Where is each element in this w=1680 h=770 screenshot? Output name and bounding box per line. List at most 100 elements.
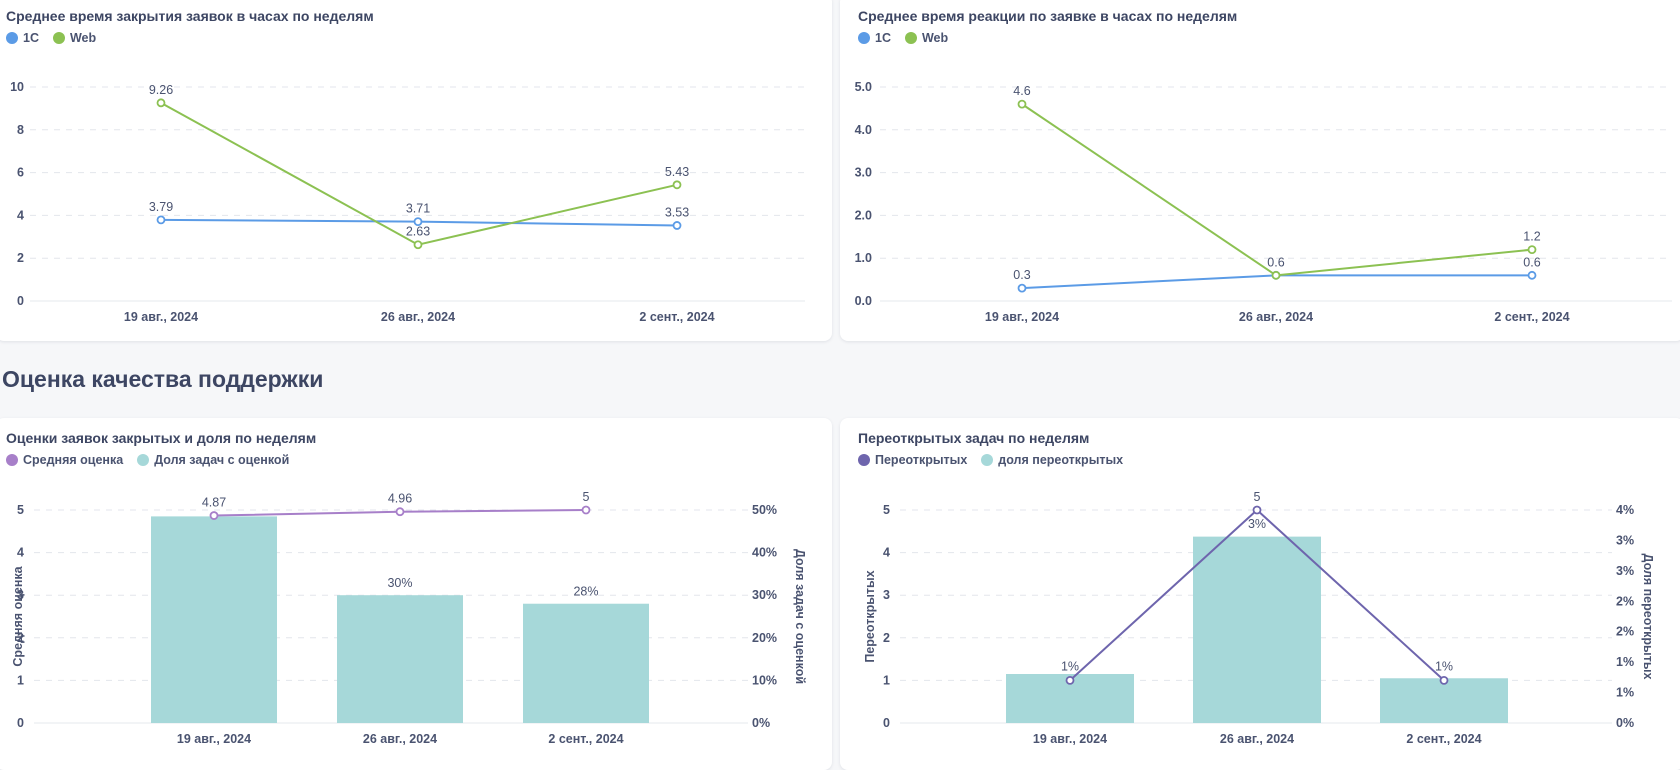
- y-tick-label: 0.0: [855, 294, 872, 308]
- data-point: [1065, 676, 1075, 685]
- y-tick-label: 3: [17, 588, 24, 602]
- y-axis-title: Средняя оценка: [11, 565, 25, 666]
- y2-axis-title: Доля переоткрытых: [1641, 554, 1655, 680]
- y-tick-label: 4.0: [855, 123, 872, 137]
- section-title: Оценка качества поддержки: [2, 366, 324, 392]
- y-tick-label: 0: [17, 294, 24, 308]
- bar-data-label: 28%: [573, 585, 598, 599]
- line-data-label: 5: [583, 490, 590, 504]
- y2-tick-label: 10%: [752, 673, 777, 687]
- legend-label: Web: [69, 31, 97, 45]
- x-tick-label: 26 авг., 2024: [363, 732, 437, 746]
- y-tick-label: 1: [17, 673, 24, 687]
- data-label: 0.6: [1267, 255, 1284, 269]
- y-tick-label: 2: [17, 251, 24, 265]
- legend-item-reopened[interactable]: Переоткрытых: [858, 453, 967, 467]
- data-label: 2.63: [406, 225, 430, 239]
- data-point: [672, 180, 682, 190]
- chart-legend: Средняя оценка Доля задач с оценкой: [6, 453, 289, 467]
- legend-dot-icon: [6, 454, 18, 466]
- data-point: [1017, 283, 1027, 293]
- data-label: 9.26: [149, 83, 173, 97]
- x-tick-label: 26 авг., 2024: [1220, 732, 1294, 746]
- line-data-label: 4.87: [202, 496, 226, 510]
- y-tick-label: 0: [17, 716, 24, 730]
- y-tick-label: 3: [883, 588, 890, 602]
- chart-legend: 1C Web: [858, 31, 948, 45]
- data-label: 3.71: [406, 202, 430, 216]
- y-axis-title: Переоткрытых: [863, 570, 877, 662]
- y-tick-label: 1.0: [855, 251, 872, 265]
- data-point: [581, 505, 591, 515]
- x-tick-label: 19 авг., 2024: [177, 732, 251, 746]
- data-label: 0.6: [1523, 255, 1540, 269]
- x-tick-label: 19 авг., 2024: [985, 310, 1059, 324]
- x-tick-label: 19 авг., 2024: [1033, 732, 1107, 746]
- x-tick-label: 2 сент., 2024: [1406, 732, 1481, 746]
- data-point: [413, 240, 423, 250]
- data-point: [1017, 99, 1027, 109]
- legend-label: 1C: [875, 31, 891, 45]
- chart-card-reaction-time: Среднее время реакции по заявке в часах …: [840, 0, 1680, 341]
- bar-data-label: 30%: [387, 576, 412, 590]
- data-label: 4.6: [1013, 84, 1030, 98]
- data-label: 3.79: [149, 200, 173, 214]
- y2-tick-label: 30%: [752, 588, 777, 602]
- y-tick-label: 4: [17, 208, 24, 222]
- data-point: [156, 98, 166, 108]
- legend-item-rated-share[interactable]: Доля задач с оценкой: [137, 453, 289, 467]
- y-tick-label: 4: [17, 546, 24, 560]
- y-tick-label: 5.0: [855, 80, 872, 94]
- data-point: [413, 217, 423, 227]
- y-tick-label: 1: [883, 673, 890, 687]
- y-tick-label: 5: [17, 503, 24, 517]
- y2-tick-label: 0%: [752, 716, 770, 730]
- y2-tick-label: 40%: [752, 546, 777, 560]
- legend-dot-icon: [858, 32, 870, 44]
- data-point: [1527, 245, 1537, 255]
- legend-item-web[interactable]: Web: [52, 31, 97, 45]
- bar: [523, 603, 649, 723]
- y2-axis-title: Доля задач с оценкой: [793, 549, 807, 684]
- data-point: [672, 221, 682, 230]
- y2-tick-label: 1%: [1616, 655, 1634, 669]
- legend-item-1c[interactable]: 1C: [858, 31, 891, 45]
- y-tick-label: 2: [17, 631, 24, 645]
- y-tick-label: 5: [883, 503, 890, 517]
- y-tick-label: 10: [10, 80, 24, 94]
- y2-tick-label: 2%: [1616, 625, 1634, 639]
- y-tick-label: 4: [883, 546, 890, 560]
- x-tick-label: 2 сент., 2024: [639, 310, 714, 324]
- x-tick-label: 19 авг., 2024: [124, 310, 198, 324]
- chart-title: Оценки заявок закрытых и доля по неделям: [6, 430, 317, 446]
- y2-tick-label: 20%: [752, 631, 777, 645]
- legend-item-web[interactable]: Web: [904, 31, 948, 45]
- chart-title: Среднее время реакции по заявке в часах …: [858, 8, 1238, 24]
- bar: [1380, 678, 1508, 723]
- legend-dot-icon: [981, 454, 994, 466]
- y2-tick-label: 2%: [1616, 594, 1634, 608]
- bar-data-label: 3%: [1248, 517, 1266, 531]
- legend-label: 1C: [23, 31, 39, 45]
- legend-item-reopened-share[interactable]: доля переоткрытых: [981, 453, 1123, 467]
- data-point: [209, 511, 219, 520]
- data-point: [1271, 270, 1281, 280]
- y2-tick-label: 4%: [1616, 503, 1634, 517]
- legend-item-1c[interactable]: 1C: [6, 31, 39, 45]
- x-tick-label: 26 авг., 2024: [1239, 310, 1313, 324]
- y2-tick-label: 50%: [752, 503, 777, 517]
- y2-tick-label: 3%: [1616, 533, 1634, 547]
- bar-data-label: 1%: [1061, 659, 1079, 673]
- legend-dot-icon: [6, 32, 18, 44]
- data-point: [156, 215, 166, 225]
- data-point: [1527, 270, 1537, 280]
- chart-title: Среднее время закрытия заявок в часах по…: [6, 8, 374, 24]
- y-tick-label: 8: [17, 123, 24, 137]
- bar: [1193, 536, 1321, 723]
- y-tick-label: 0: [883, 716, 890, 730]
- y2-tick-label: 3%: [1616, 564, 1634, 578]
- legend-item-avg-rating[interactable]: Средняя оценка: [6, 453, 123, 467]
- bar: [151, 516, 277, 723]
- data-label: 1.2: [1523, 230, 1540, 244]
